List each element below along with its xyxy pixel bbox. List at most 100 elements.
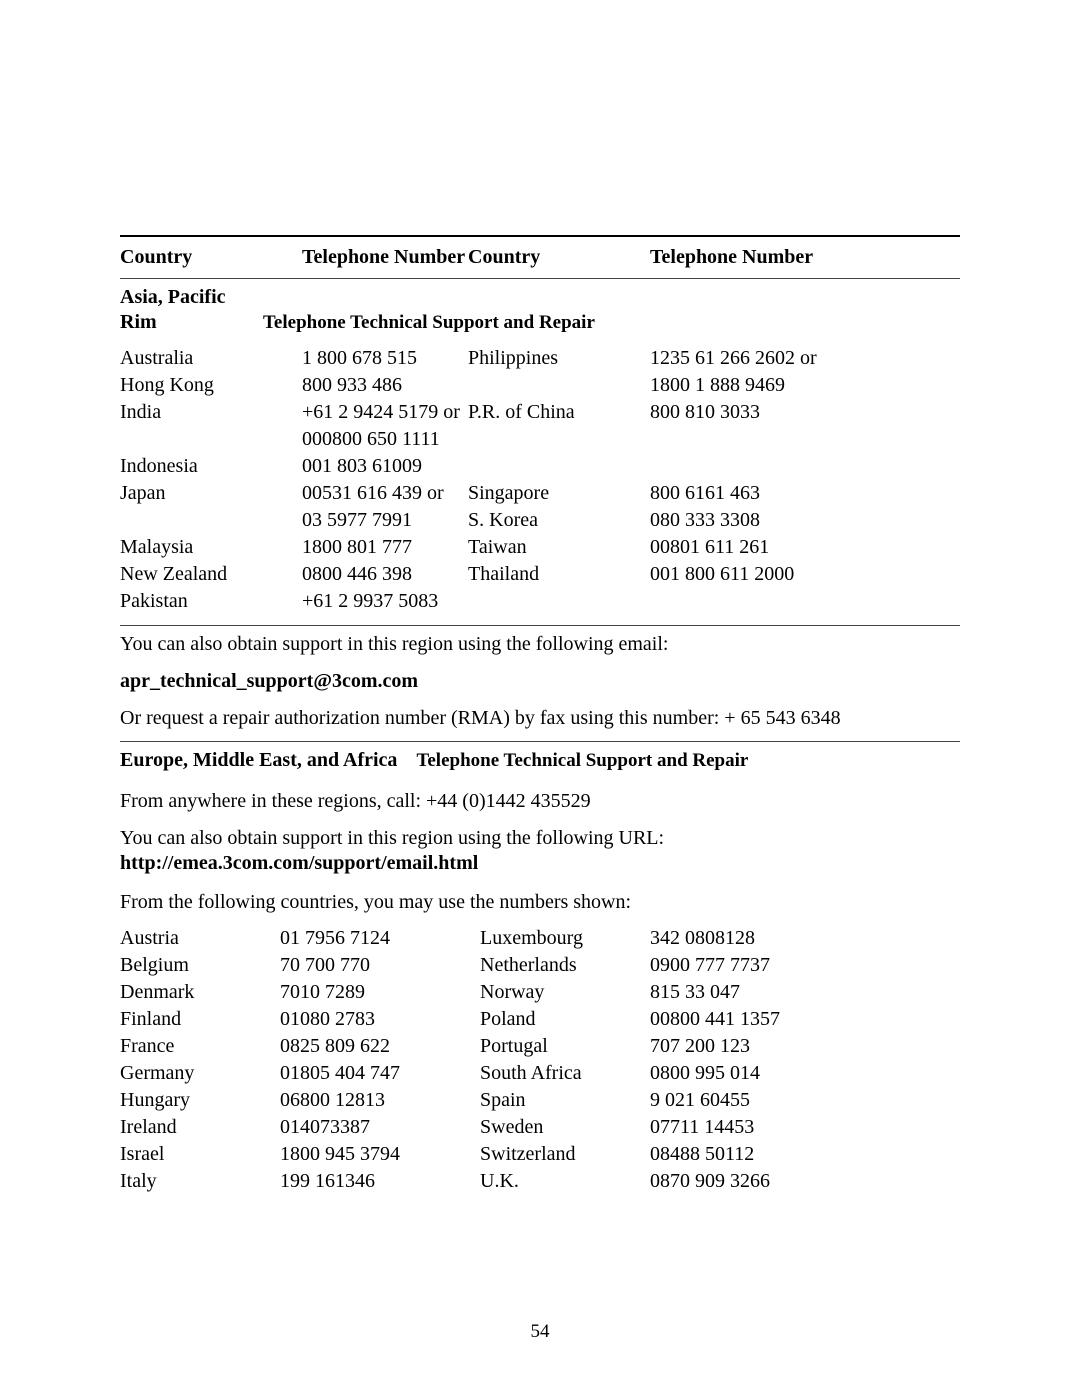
country-cell: New Zealand	[120, 562, 302, 587]
table-row: Denmark7010 7289Norway815 33 047	[120, 979, 960, 1006]
country-cell	[468, 373, 650, 398]
country-cell	[468, 454, 650, 479]
table-row: Belgium70 700 770Netherlands0900 777 773…	[120, 952, 960, 979]
country-cell: Switzerland	[480, 1142, 650, 1167]
phone-cell: 00800 441 1357	[650, 1007, 960, 1032]
table-row: Ireland014073387Sweden07711 14453	[120, 1114, 960, 1141]
phone-cell: 00531 616 439 or	[302, 481, 468, 506]
phone-cell: 1 800 678 515	[302, 346, 468, 371]
country-cell: Norway	[480, 980, 650, 1005]
country-cell: U.K.	[480, 1169, 650, 1194]
phone-cell: 7010 7289	[280, 980, 480, 1005]
phone-cell: 815 33 047	[650, 980, 960, 1005]
country-cell: Israel	[120, 1142, 280, 1167]
country-cell: Germany	[120, 1061, 280, 1086]
table-row: New Zealand0800 446 398Thailand001 800 6…	[120, 561, 960, 588]
country-cell: Thailand	[468, 562, 650, 587]
emea-from-countries: From the following countries, you may us…	[120, 884, 960, 925]
country-cell: Austria	[120, 926, 280, 951]
country-cell: France	[120, 1034, 280, 1059]
emea-data-block: Austria01 7956 7124Luxembourg342 0808128…	[120, 925, 960, 1205]
country-cell: Portugal	[480, 1034, 650, 1059]
country-cell: Hungary	[120, 1088, 280, 1113]
country-cell: Indonesia	[120, 454, 302, 479]
phone-cell: 342 0808128	[650, 926, 960, 951]
phone-cell: +61 2 9937 5083	[302, 589, 468, 614]
country-cell: Belgium	[120, 953, 280, 978]
phone-cell: 08488 50112	[650, 1142, 960, 1167]
phone-cell: 1800 1 888 9469	[650, 373, 960, 398]
table-row: France0825 809 622Portugal707 200 123	[120, 1033, 960, 1060]
header-phone-2: Telephone Number	[650, 245, 960, 270]
table-row: Israel1800 945 3794Switzerland08488 5011…	[120, 1141, 960, 1168]
table-row: 000800 650 1111	[120, 426, 960, 453]
phone-cell: 199 161346	[280, 1169, 480, 1194]
phone-cell: 707 200 123	[650, 1034, 960, 1059]
country-cell: Taiwan	[468, 535, 650, 560]
asia-email-intro: You can also obtain support in this regi…	[120, 626, 960, 663]
phone-cell: 70 700 770	[280, 953, 480, 978]
country-cell: Spain	[480, 1088, 650, 1113]
phone-cell: 0800 995 014	[650, 1061, 960, 1086]
table-row: India+61 2 9424 5179 orP.R. of China800 …	[120, 399, 960, 426]
phone-cell: 01805 404 747	[280, 1061, 480, 1086]
asia-email: apr_technical_support@3com.com	[120, 663, 960, 700]
emea-anywhere: From anywhere in these regions, call: +4…	[120, 783, 960, 820]
phone-cell: 07711 14453	[650, 1115, 960, 1140]
table-row: Hong Kong800 933 486 1800 1 888 9469	[120, 372, 960, 399]
header-country-2: Country	[468, 245, 650, 270]
table-row: Italy199 161346U.K.0870 909 3266	[120, 1168, 960, 1195]
country-cell: Poland	[480, 1007, 650, 1032]
country-cell: Pakistan	[120, 589, 302, 614]
table-row: Indonesia001 803 61009	[120, 453, 960, 480]
country-cell: S. Korea	[468, 508, 650, 533]
country-cell: Finland	[120, 1007, 280, 1032]
table-row: Malaysia1800 801 777Taiwan00801 611 261	[120, 534, 960, 561]
phone-cell: 800 6161 463	[650, 481, 960, 506]
country-cell	[120, 427, 302, 452]
phone-cell: 03 5977 7991	[302, 508, 468, 533]
phone-cell: 06800 12813	[280, 1088, 480, 1113]
phone-cell: 080 333 3308	[650, 508, 960, 533]
country-cell: Philippines	[468, 346, 650, 371]
phone-cell: 0825 809 622	[280, 1034, 480, 1059]
country-cell: Singapore	[468, 481, 650, 506]
emea-region-label: Europe, Middle East, and Africa	[120, 749, 397, 771]
emea-subtitle: Telephone Technical Support and Repair	[416, 750, 748, 771]
phone-cell: 0800 446 398	[302, 562, 468, 587]
country-cell: Denmark	[120, 980, 280, 1005]
emea-section-heading: Europe, Middle East, and Africa Telephon…	[120, 742, 960, 783]
table-row: Germany01805 404 747South Africa0800 995…	[120, 1060, 960, 1087]
country-cell: Sweden	[480, 1115, 650, 1140]
emea-url: http://emea.3com.com/support/email.html	[120, 851, 960, 884]
country-cell: Malaysia	[120, 535, 302, 560]
country-cell: South Africa	[480, 1061, 650, 1086]
page-number: 54	[120, 1320, 960, 1344]
country-cell: Netherlands	[480, 953, 650, 978]
country-cell	[468, 589, 650, 614]
country-cell: Hong Kong	[120, 373, 302, 398]
phone-cell: 01 7956 7124	[280, 926, 480, 951]
country-cell: Ireland	[120, 1115, 280, 1140]
phone-cell: 1800 945 3794	[280, 1142, 480, 1167]
table-row: Japan00531 616 439 orSingapore800 6161 4…	[120, 480, 960, 507]
emea-url-intro: You can also obtain support in this regi…	[120, 820, 960, 851]
phone-cell: 0900 777 7737	[650, 953, 960, 978]
phone-cell: 800 810 3033	[650, 400, 960, 425]
table-row: Hungary06800 12813Spain9 021 60455	[120, 1087, 960, 1114]
phone-cell: +61 2 9424 5179 or	[302, 400, 468, 425]
country-cell	[120, 508, 302, 533]
phone-cell	[650, 427, 960, 452]
phone-cell: 01080 2783	[280, 1007, 480, 1032]
asia-rma-text: Or request a repair authorization number…	[120, 700, 960, 741]
phone-cell: 014073387	[280, 1115, 480, 1140]
page-content: Country Telephone Number Country Telepho…	[120, 235, 960, 1205]
phone-cell: 000800 650 1111	[302, 427, 468, 452]
country-cell	[468, 427, 650, 452]
country-cell: P.R. of China	[468, 400, 650, 425]
asia-subtitle: Telephone Technical Support and Repair	[263, 312, 595, 333]
table-row: Austria01 7956 7124Luxembourg342 0808128	[120, 925, 960, 952]
table-row: Australia1 800 678 515Philippines1235 61…	[120, 345, 960, 372]
phone-cell: 800 933 486	[302, 373, 468, 398]
phone-cell: 9 021 60455	[650, 1088, 960, 1113]
